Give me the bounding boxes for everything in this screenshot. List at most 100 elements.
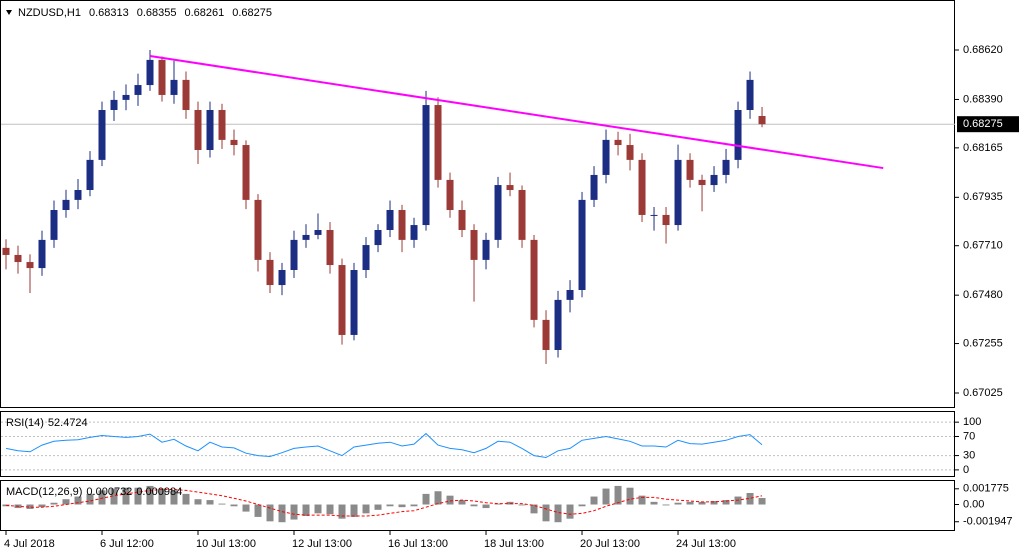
candle-body <box>218 110 226 140</box>
macd-bar <box>62 499 70 505</box>
indicator-label: MACD(12,26,9) 0.000732 0.000984 <box>6 486 182 498</box>
current-price-label: 0.68275 <box>963 118 1003 130</box>
candle-body <box>650 214 658 216</box>
macd-bar <box>182 493 190 505</box>
candle-body <box>206 110 214 150</box>
candle-body <box>2 247 10 255</box>
macd-bar <box>470 504 478 507</box>
candle-body <box>566 290 574 300</box>
macd-bar <box>170 490 178 505</box>
trendline <box>149 55 884 170</box>
macd-bar <box>122 487 130 505</box>
macd-bar <box>50 502 58 505</box>
candle-body <box>266 259 274 286</box>
x-tick-label: 16 Jul 13:00 <box>388 538 448 550</box>
candle-body <box>746 79 754 110</box>
macd-bar <box>230 504 238 507</box>
candle-body <box>158 59 166 95</box>
rsi-line <box>5 432 763 459</box>
macd-bar <box>290 504 298 520</box>
macd-bar <box>758 498 766 505</box>
indicator-label: RSI(14) 52.4724 <box>6 417 88 429</box>
chart-header: NZDUSD,H1 0.68313 0.68355 0.68261 0.68275 <box>18 7 272 19</box>
candle-body <box>134 85 142 95</box>
macd-bar <box>662 504 670 506</box>
candle-body <box>734 110 742 160</box>
x-tick-label: 20 Jul 13:00 <box>580 538 640 550</box>
candle-body <box>422 105 430 226</box>
header-ohlc: 0.68355 <box>137 7 177 19</box>
macd-bar <box>698 501 706 505</box>
macd-bar <box>674 502 682 505</box>
symbol: NZDUSD,H1 <box>18 7 81 19</box>
candle-body <box>26 262 34 269</box>
y-tick-label: 0.67480 <box>963 289 1003 301</box>
macd-bar <box>398 504 406 508</box>
y-tick-label: 30 <box>963 449 975 461</box>
candle-body <box>482 239 490 260</box>
candle-body <box>386 210 394 230</box>
candle-body <box>710 174 718 186</box>
candle-body <box>170 79 178 95</box>
candle-body <box>434 105 442 180</box>
macd-panel <box>0 480 955 531</box>
candle-body <box>458 210 466 230</box>
candle-body <box>326 230 334 266</box>
macd-bar <box>578 504 586 507</box>
macd-bar <box>26 504 34 509</box>
macd-bar <box>38 504 46 508</box>
candle-body <box>14 254 22 263</box>
macd-bar <box>74 496 82 505</box>
candle-body <box>230 139 238 146</box>
macd-bar <box>278 504 286 523</box>
y-tick-label: 100 <box>963 416 981 428</box>
candle-body <box>758 116 766 125</box>
candle-body <box>614 139 622 146</box>
macd-bar <box>98 490 106 505</box>
y-tick-label: 0.001775 <box>963 483 1009 495</box>
macd-bar <box>458 500 466 505</box>
candle-body <box>278 270 286 286</box>
macd-bar <box>266 504 274 522</box>
macd-bar <box>86 493 94 505</box>
candle-body <box>590 174 598 200</box>
candle-body <box>398 210 406 240</box>
macd-bar <box>110 488 118 505</box>
indicator-value: 52.4724 <box>48 417 88 429</box>
macd-bar <box>746 493 754 505</box>
macd-bar <box>554 504 562 523</box>
macd-bar <box>434 491 442 505</box>
x-tick-label: 12 Jul 13:00 <box>292 538 352 550</box>
symbol-menu-arrow[interactable] <box>6 10 12 15</box>
candle-body <box>362 245 370 270</box>
macd-bar <box>566 504 574 519</box>
macd-bar <box>686 501 694 505</box>
macd-bar <box>602 488 610 505</box>
macd-bar <box>410 504 418 507</box>
header-ohlc: 0.68261 <box>184 7 224 19</box>
macd-bar <box>134 487 142 505</box>
indicator-name: RSI(14) <box>6 417 44 429</box>
macd-bar <box>254 504 262 517</box>
macd-bar <box>710 500 718 505</box>
candle-body <box>698 179 706 186</box>
indicator-name: MACD(12,26,9) <box>6 486 82 498</box>
y-tick-label: 0.67025 <box>963 387 1003 399</box>
candle-body <box>602 139 610 175</box>
x-tick-label: 4 Jul 2018 <box>4 538 55 550</box>
macd-bar <box>614 485 622 505</box>
candle-body <box>674 159 682 226</box>
macd-value: 0.000732 <box>86 486 132 498</box>
candle-body <box>554 299 562 350</box>
candle-body <box>38 239 46 269</box>
y-tick-label: 70 <box>963 430 975 442</box>
candle-body <box>290 239 298 270</box>
macd-bar <box>146 485 154 505</box>
y-tick-label: 0 <box>963 464 969 476</box>
macd-bar <box>590 496 598 505</box>
macd-bar <box>626 487 634 505</box>
y-tick-label: 0.68620 <box>963 44 1003 56</box>
signal-line <box>5 489 763 517</box>
macd-bar <box>422 493 430 505</box>
macd-bar <box>446 495 454 505</box>
